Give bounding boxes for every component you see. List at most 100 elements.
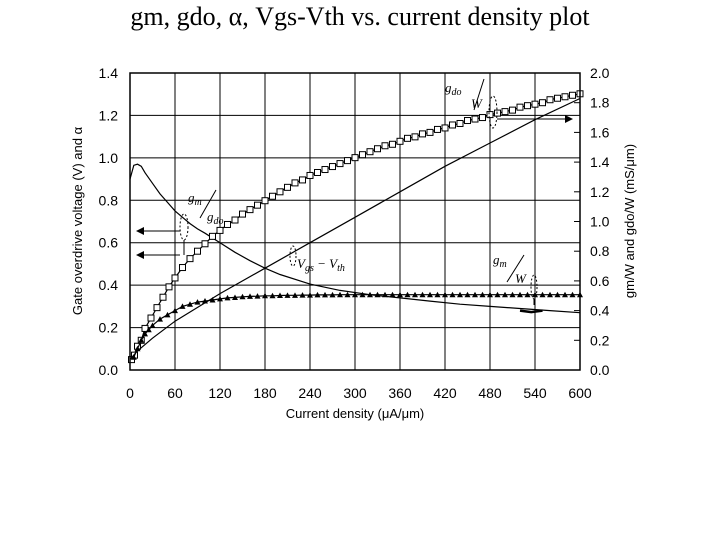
point-alpha	[179, 303, 186, 309]
point-gdo	[501, 108, 509, 116]
anno-gdo2-sub: do	[214, 216, 224, 227]
point-gdo	[246, 206, 254, 214]
point-alpha	[172, 307, 178, 314]
point-alpha	[502, 291, 508, 298]
point-gdo	[524, 102, 531, 110]
point-alpha	[419, 291, 426, 298]
y-left-tick-label: 0.8	[99, 192, 119, 208]
y-left-tick-label: 0.0	[99, 362, 119, 378]
y-left-tick-label: 1.0	[99, 150, 119, 166]
x-tick-label: 180	[253, 385, 277, 401]
svg-text:gm: gm	[493, 252, 507, 270]
point-gdo	[254, 201, 261, 209]
svg-text:gdo: gdo	[207, 209, 224, 227]
y-right-tick-label: 1.2	[590, 184, 610, 200]
point-gdo	[381, 142, 389, 150]
point-gdo	[321, 166, 329, 174]
point-alpha	[457, 291, 463, 298]
point-gdo	[471, 115, 479, 123]
y-right-tick-label: 1.4	[590, 154, 610, 170]
point-gdo	[194, 247, 201, 255]
point-gdo	[539, 99, 546, 107]
annotation-gm-gdo: gm gdo	[136, 189, 224, 259]
y-left-tick-label: 1.2	[99, 107, 119, 123]
anno-gmw-sub: m	[500, 259, 507, 270]
point-alpha	[344, 291, 351, 298]
anno-gmw-w: W	[515, 271, 527, 286]
point-gdo	[261, 197, 269, 205]
point-alpha	[464, 291, 471, 298]
y-right-tick-label: 0.8	[590, 243, 610, 259]
anno-vgs-v: V	[297, 256, 307, 271]
point-alpha	[239, 293, 246, 300]
point-alpha	[142, 330, 148, 337]
point-alpha	[262, 292, 268, 299]
point-alpha	[517, 291, 523, 298]
point-gdo	[359, 151, 366, 159]
point-alpha	[509, 291, 516, 298]
point-gdo	[216, 226, 224, 234]
point-gdo	[201, 240, 209, 248]
series-line-gm-w	[519, 309, 543, 314]
y-right-tick-label: 1.0	[590, 214, 610, 230]
x-tick-label: 300	[343, 385, 367, 401]
point-alpha	[397, 291, 403, 298]
point-alpha	[224, 294, 231, 301]
point-gdo	[509, 106, 516, 114]
point-alpha	[562, 291, 568, 298]
point-alpha	[292, 292, 298, 298]
point-gdo	[147, 314, 155, 322]
point-gdo	[479, 114, 486, 122]
point-gdo	[209, 232, 216, 240]
point-alpha	[487, 291, 493, 298]
point-gdo	[419, 130, 426, 138]
point-gdo	[561, 93, 569, 101]
point-gdo	[389, 140, 396, 148]
point-alpha	[412, 291, 418, 298]
slide-title: gm, gdo, α, Vgs-Vth vs. current density …	[130, 2, 590, 31]
x-tick-label: 0	[126, 385, 134, 401]
point-alpha	[337, 291, 343, 298]
y-right-tick-label: 0.0	[590, 362, 610, 378]
point-alpha	[314, 291, 321, 298]
point-alpha	[322, 291, 328, 298]
point-alpha	[547, 291, 553, 298]
anno-vgs-dash: −	[314, 256, 329, 271]
x-tick-label: 420	[433, 385, 457, 401]
point-gdo	[366, 148, 374, 156]
annotation-gm-w: gm W	[493, 252, 538, 305]
anno-gdo-sub: do	[452, 87, 462, 98]
y-axis-left-label: Gate overdrive voltage (V) and α	[70, 126, 85, 315]
point-alpha	[269, 292, 276, 299]
point-gdo	[404, 134, 411, 142]
point-alpha	[209, 296, 216, 303]
point-alpha	[442, 291, 448, 298]
point-gdo	[231, 216, 239, 224]
point-gdo	[411, 133, 419, 141]
point-alpha	[284, 292, 291, 298]
point-gdo	[546, 96, 554, 104]
point-alpha	[472, 291, 478, 298]
point-alpha	[367, 291, 373, 298]
point-alpha	[247, 293, 253, 299]
point-gdo	[159, 293, 167, 301]
point-gdo	[239, 210, 246, 218]
point-gdo	[276, 188, 284, 196]
point-alpha	[352, 291, 358, 298]
point-gdo	[449, 121, 456, 129]
point-gdo	[434, 125, 441, 133]
x-tick-label: 540	[523, 385, 547, 401]
y-left-tick-label: 0.2	[99, 320, 119, 336]
svg-text:gdo: gdo	[445, 80, 462, 98]
point-alpha	[307, 292, 313, 298]
point-gdo	[314, 168, 321, 176]
anno-vth-sub: th	[337, 263, 345, 274]
point-gdo	[486, 111, 494, 119]
point-alpha	[187, 301, 193, 307]
point-gdo	[306, 171, 314, 179]
point-gdo	[269, 192, 276, 200]
svg-text:gm: gm	[188, 190, 202, 208]
y-right-tick-label: 0.6	[590, 273, 610, 289]
point-gdo	[494, 109, 501, 117]
